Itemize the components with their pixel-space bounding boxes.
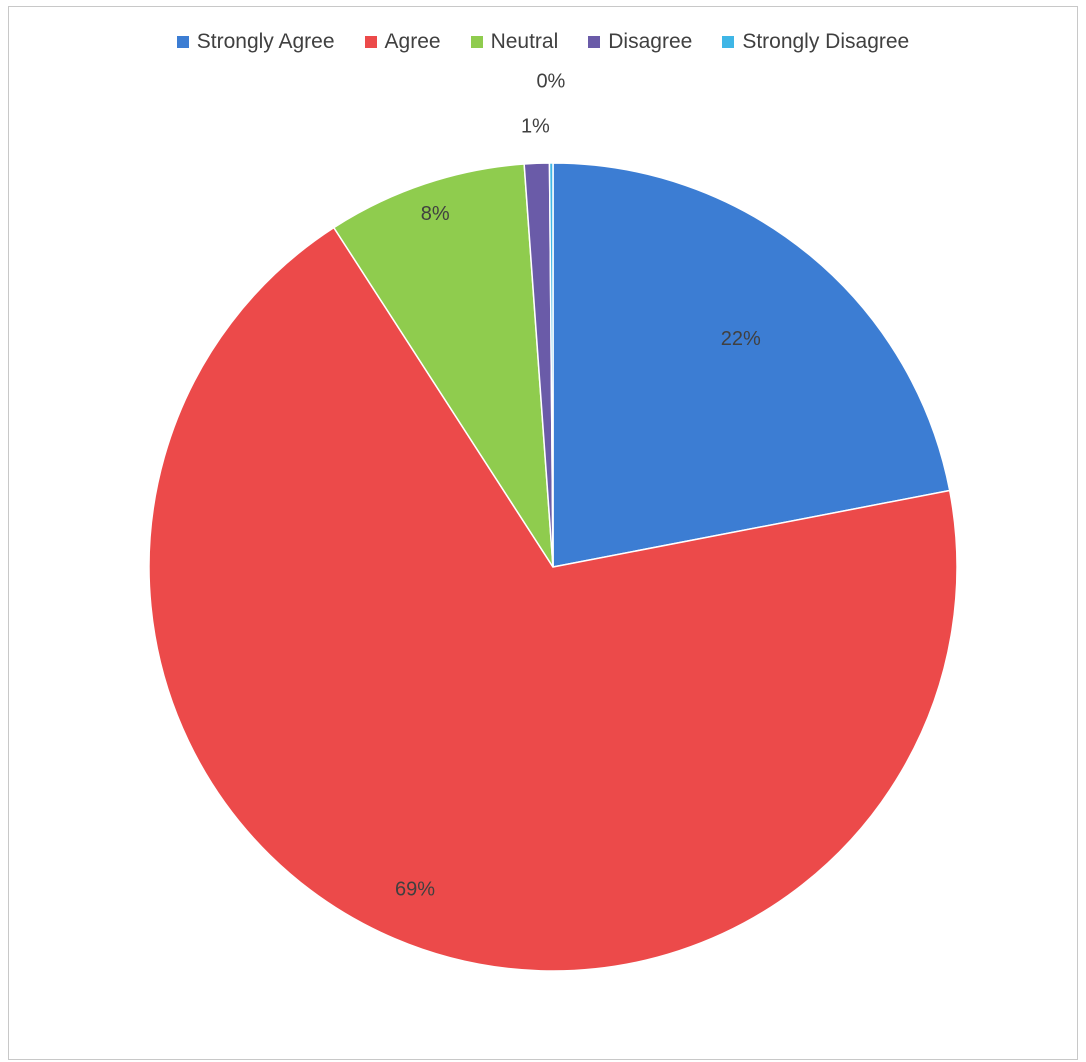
pie-data-labels: 22% 69% 8% 1% 0%: [395, 70, 761, 900]
legend-swatch-agree: [364, 36, 377, 48]
legend-entry-strongly-disagree: Strongly Disagree: [722, 30, 909, 54]
pie-slice-neutral: [332, 163, 554, 568]
data-label-strongly-agree: 22%: [721, 328, 761, 350]
legend-label-agree: Agree: [384, 30, 441, 53]
data-label-neutral: 8%: [421, 203, 450, 225]
pie-slice-strongly-agree: [552, 162, 951, 568]
legend-label-strongly-agree: Strongly Agree: [196, 30, 335, 53]
pie-slice-strongly-disagree: [548, 162, 554, 568]
legend-entry-neutral: Neutral: [470, 30, 559, 54]
pie-slice-agree: [148, 226, 958, 972]
data-label-agree: 69%: [395, 879, 435, 901]
legend-swatch-disagree: [588, 36, 601, 48]
legend: Strongly Agree Agree Neutral Disagree St…: [0, 30, 1086, 54]
legend-label-disagree: Disagree: [608, 30, 693, 53]
data-label-strongly-disagree: 0%: [536, 70, 565, 92]
legend-label-neutral: Neutral: [490, 30, 559, 53]
legend-entry-disagree: Disagree: [588, 30, 692, 54]
legend-label-strongly-disagree: Strongly Disagree: [742, 30, 910, 53]
legend-swatch-strongly-agree: [176, 36, 189, 48]
legend-entry-agree: Agree: [364, 30, 441, 54]
legend-swatch-strongly-disagree: [722, 36, 735, 48]
legend-swatch-neutral: [470, 36, 483, 48]
pie-slices: [148, 162, 958, 972]
legend-entry-strongly-agree: Strongly Agree: [176, 30, 335, 54]
data-label-disagree: 1%: [521, 115, 550, 137]
